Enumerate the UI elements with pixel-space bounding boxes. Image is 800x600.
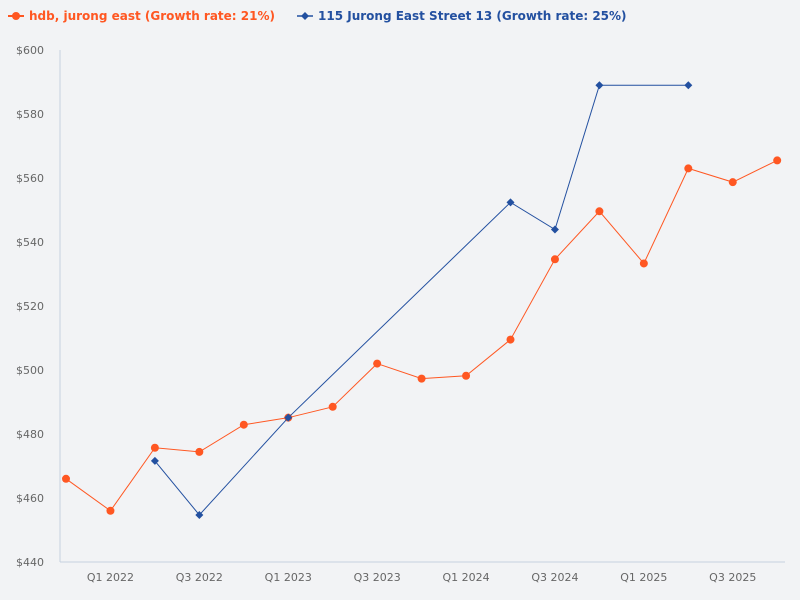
legend-label: 115 Jurong East Street 13 (Growth rate: … — [318, 9, 627, 23]
legend-item-hdb[interactable]: hdb, jurong east (Growth rate: 21%) — [8, 9, 275, 23]
data-point — [595, 81, 604, 90]
legend-label: hdb, jurong east (Growth rate: 21%) — [29, 9, 275, 23]
y-tick-label: $560 — [16, 172, 44, 185]
legend-item-street13[interactable]: 115 Jurong East Street 13 (Growth rate: … — [297, 9, 627, 23]
data-point — [462, 371, 471, 380]
x-tick-label: Q3 2023 — [354, 571, 401, 584]
data-point — [62, 474, 70, 483]
y-tick-label: $480 — [16, 428, 44, 441]
data-point — [417, 374, 426, 383]
data-point — [506, 335, 515, 344]
circle-marker-icon — [8, 12, 24, 20]
x-tick-label: Q1 2024 — [442, 571, 489, 584]
data-point — [506, 198, 515, 207]
data-point — [684, 81, 693, 90]
data-point — [195, 510, 204, 519]
y-tick-label: $440 — [16, 556, 44, 569]
y-tick-label: $600 — [16, 44, 44, 57]
data-point — [373, 359, 382, 368]
y-tick-label: $520 — [16, 300, 44, 313]
x-tick-label: Q3 2022 — [176, 571, 223, 584]
x-tick-label: Q1 2025 — [620, 571, 667, 584]
data-point — [239, 420, 248, 429]
x-tick-label: Q3 2024 — [531, 571, 578, 584]
data-point — [106, 506, 115, 515]
series-line-0 — [65, 159, 778, 512]
y-tick-label: $460 — [16, 492, 44, 505]
data-point — [284, 413, 293, 422]
x-tick-label: Q1 2022 — [87, 571, 134, 584]
data-point — [328, 402, 337, 411]
data-point — [639, 259, 648, 268]
diamond-marker-icon — [297, 12, 313, 20]
y-tick-label: $540 — [16, 236, 44, 249]
series-line-1 — [154, 84, 689, 516]
data-point — [684, 164, 693, 173]
x-tick-label: Q1 2023 — [265, 571, 312, 584]
legend: hdb, jurong east (Growth rate: 21%) 115 … — [8, 9, 627, 23]
data-point — [728, 178, 737, 187]
y-tick-label: $580 — [16, 108, 44, 121]
data-point — [550, 255, 559, 264]
y-tick-label: $500 — [16, 364, 44, 377]
data-point — [773, 156, 782, 165]
data-point — [595, 207, 604, 216]
data-point — [150, 443, 159, 452]
data-point — [150, 456, 159, 465]
data-point — [550, 225, 559, 234]
x-tick-label: Q3 2025 — [709, 571, 756, 584]
data-point — [195, 447, 204, 456]
